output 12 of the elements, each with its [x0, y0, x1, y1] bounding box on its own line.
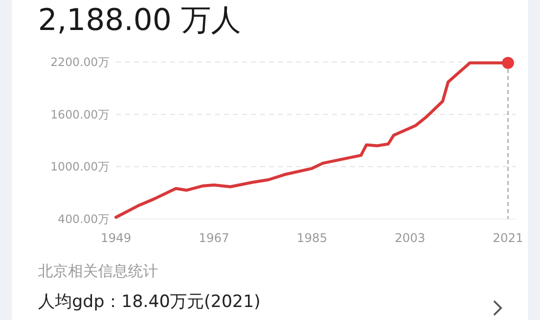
y-tick-label: 2200.00万 [50, 55, 110, 69]
y-tick-label: 400.00万 [58, 212, 110, 226]
x-tick-label: 1949 [100, 231, 132, 245]
text: 人均gdp：18.40万元(2021) [38, 292, 261, 312]
y-tick-label: 1000.00万 [50, 160, 110, 174]
chart-title: 2,188.00 万人 [38, 3, 242, 38]
x-tick-label: 1967 [198, 231, 230, 245]
x-tick-label: 2003 [394, 231, 426, 245]
y-tick-label: 1600.00万 [50, 107, 110, 122]
x-tick-label: 1985 [296, 231, 328, 245]
text: 北京相关信息统计 [38, 262, 158, 280]
x-tick-label: 2021 [492, 231, 524, 245]
